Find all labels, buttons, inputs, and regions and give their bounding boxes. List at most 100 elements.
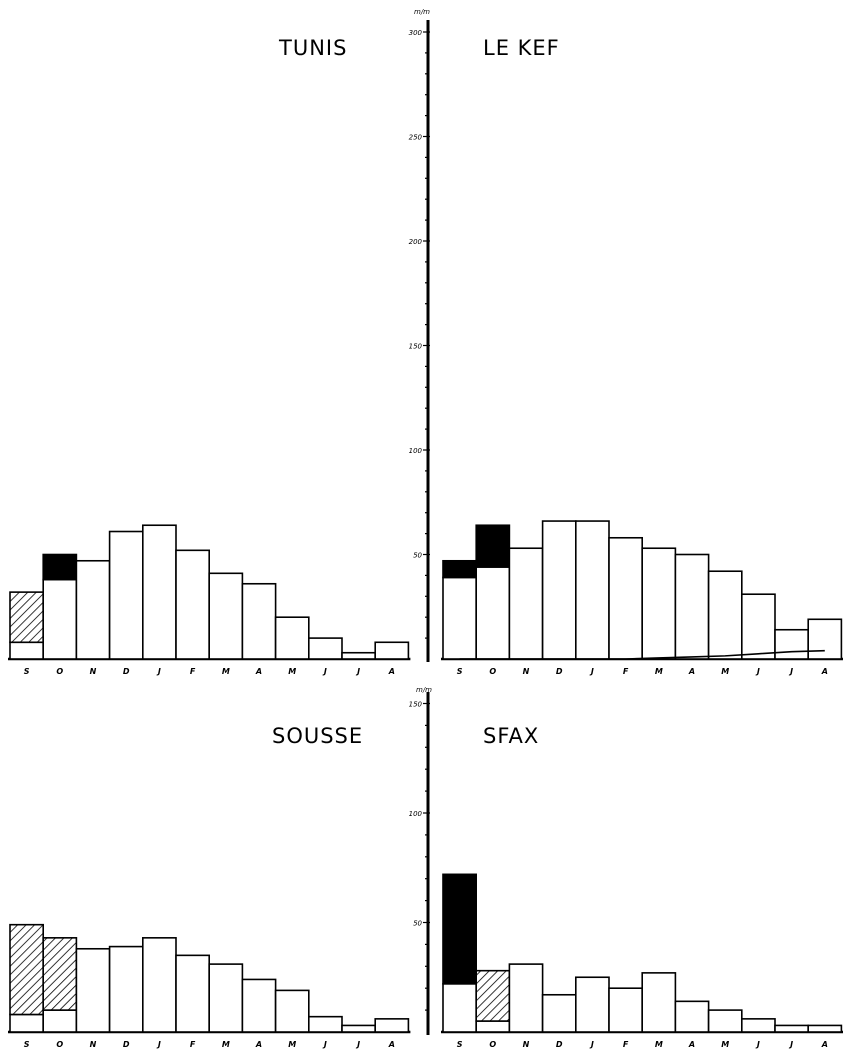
- x-tick-label: F: [623, 667, 629, 676]
- bar-white: [674, 1000, 710, 1033]
- x-tick-label: M: [288, 667, 296, 676]
- bar-white: [9, 1013, 45, 1033]
- x-tick-label: M: [721, 667, 729, 676]
- bar-white: [307, 637, 343, 660]
- chart-title-sousse: SOUSSE: [272, 724, 363, 748]
- bar-black: [442, 559, 478, 579]
- x-tick-label: F: [190, 667, 196, 676]
- bar-white: [274, 616, 310, 660]
- bar-white: [442, 983, 478, 1033]
- bar-white: [740, 593, 776, 660]
- y-tick-label: 250: [409, 134, 423, 142]
- bar-white: [175, 549, 211, 660]
- axes-layer: m/m m/m: [414, 8, 432, 1035]
- x-tick-label: J: [322, 1040, 327, 1049]
- bar-white: [341, 651, 377, 660]
- bar-white: [274, 989, 310, 1033]
- bar-white: [574, 520, 610, 660]
- x-tick-label: O: [489, 1040, 496, 1049]
- bar-white: [574, 976, 610, 1033]
- bars-layer: [8, 520, 843, 1034]
- x-tick-label: J: [788, 1040, 793, 1049]
- bar-white: [707, 1009, 743, 1033]
- bar-white: [208, 572, 244, 660]
- x-tick-label: M: [721, 1040, 729, 1049]
- x-tick-label: F: [190, 1040, 196, 1049]
- bar-white: [42, 1009, 78, 1033]
- x-tick-label: A: [388, 1040, 395, 1049]
- bar-white: [341, 1024, 377, 1033]
- x-tick-label: S: [24, 667, 30, 676]
- bar-hatched: [42, 937, 78, 1011]
- bar-white: [475, 566, 511, 660]
- bar-white: [541, 520, 577, 660]
- x-tick-label: N: [523, 1040, 530, 1049]
- x-tick-label: A: [255, 1040, 262, 1049]
- bar-white: [241, 978, 277, 1033]
- x-tick-label: N: [90, 667, 97, 676]
- x-tick-label: O: [56, 667, 63, 676]
- bar-white: [374, 641, 410, 660]
- x-tick-label: M: [222, 667, 230, 676]
- x-tick-label: J: [156, 667, 161, 676]
- x-tick-label: N: [90, 1040, 97, 1049]
- x-tick-label: S: [457, 1040, 463, 1049]
- x-tick-label: J: [156, 1040, 161, 1049]
- y-axis-unit-label-top: m/m: [414, 8, 430, 16]
- x-tick-label: J: [755, 667, 760, 676]
- x-tick-label: D: [123, 667, 130, 676]
- bar-white: [42, 578, 78, 660]
- x-tick-label: J: [755, 1040, 760, 1049]
- bar-white: [807, 1024, 843, 1033]
- bar-white: [707, 570, 743, 660]
- x-tick-label: N: [523, 667, 530, 676]
- bar-white: [774, 628, 810, 660]
- bar-black: [442, 873, 478, 985]
- bar-white: [475, 1020, 511, 1033]
- x-tick-label: D: [123, 1040, 130, 1049]
- y-tick-label: 100: [409, 447, 423, 455]
- bar-white: [307, 1015, 343, 1033]
- y-tick-label: 100: [409, 810, 423, 818]
- x-tick-label: J: [589, 1040, 594, 1049]
- bar-white: [142, 937, 177, 1033]
- chart-title-le-kef: LE KEF: [483, 36, 560, 60]
- bar-white: [641, 547, 677, 660]
- bar-hatched: [475, 969, 511, 1022]
- x-tick-label: O: [56, 1040, 63, 1049]
- x-tick-label: A: [688, 1040, 695, 1049]
- bar-white: [508, 963, 544, 1033]
- bar-white: [608, 987, 644, 1033]
- x-tick-label: D: [556, 667, 563, 676]
- x-tick-label: A: [821, 1040, 828, 1049]
- bar-black: [42, 553, 78, 581]
- x-tick-label: J: [788, 667, 793, 676]
- ticks-layer: 50 100 150 200 250 300 50 100 150 S O N D J F M A M J J A S O N…: [24, 29, 828, 1049]
- x-tick-label: M: [222, 1040, 230, 1049]
- chart-title-sfax: SFAX: [483, 724, 539, 748]
- bar-white: [75, 947, 111, 1033]
- chart-title-tunis: TUNIS: [278, 36, 347, 60]
- bar-white: [807, 618, 843, 660]
- baseline-curve: [459, 649, 825, 660]
- x-tick-label: J: [355, 1040, 360, 1049]
- x-tick-label: A: [821, 667, 828, 676]
- y-tick-label: 50: [413, 552, 422, 560]
- x-tick-label: M: [288, 1040, 296, 1049]
- x-tick-label: S: [457, 667, 463, 676]
- x-tick-label: O: [489, 667, 496, 676]
- x-tick-label: A: [688, 667, 695, 676]
- y-tick-label: 50: [413, 920, 422, 928]
- bar-white: [508, 547, 544, 660]
- y-axis-unit-label-bottom: m/m: [416, 686, 432, 694]
- bar-white: [541, 993, 577, 1033]
- y-tick-label: 150: [409, 343, 423, 351]
- bar-white: [374, 1018, 410, 1033]
- bar-hatched: [9, 591, 45, 644]
- y-tick-label: 200: [409, 238, 423, 246]
- bar-white: [108, 530, 144, 660]
- x-tick-label: S: [24, 1040, 30, 1049]
- x-tick-label: A: [388, 667, 395, 676]
- bar-white: [241, 582, 277, 660]
